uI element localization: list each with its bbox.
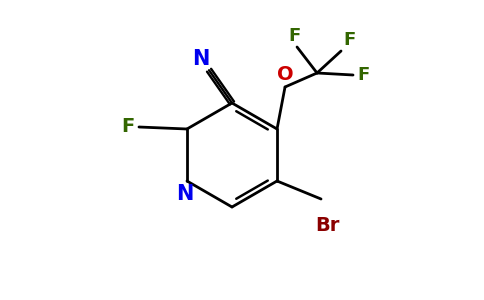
- Text: F: F: [343, 31, 355, 49]
- Text: N: N: [192, 49, 210, 69]
- Text: F: F: [288, 27, 300, 45]
- Text: Br: Br: [315, 215, 339, 235]
- Text: F: F: [357, 66, 369, 84]
- Text: N: N: [176, 184, 194, 204]
- Text: O: O: [277, 65, 293, 84]
- Text: F: F: [121, 118, 135, 136]
